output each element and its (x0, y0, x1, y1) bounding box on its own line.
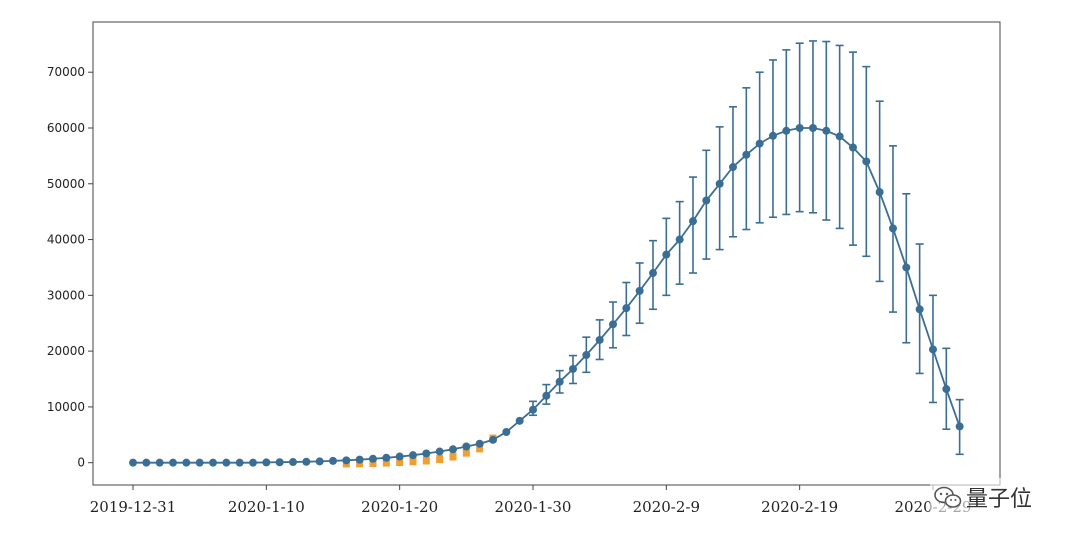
predicted-point (728, 163, 737, 172)
predicted-point (835, 132, 844, 141)
error-bar (715, 126, 724, 251)
observed-point (396, 458, 404, 467)
predicted-point (462, 442, 471, 451)
predicted-point (502, 428, 511, 437)
predicted-point (262, 458, 271, 467)
predicted-point (275, 458, 284, 467)
observed-point (476, 444, 484, 453)
predicted-point (315, 457, 324, 466)
predicted-point (928, 345, 937, 354)
predicted-point (248, 458, 257, 467)
predicted-point (368, 454, 377, 463)
predicted-point (688, 217, 697, 226)
predicted-point (782, 126, 791, 135)
predicted-point (435, 447, 444, 456)
error-bars (528, 40, 964, 456)
predicted-point (755, 139, 764, 148)
predicted-point (742, 150, 751, 159)
y-tick-label: 70000 (47, 65, 85, 79)
predicted-point (875, 188, 884, 197)
predicted-point (395, 452, 404, 461)
predicted-point (622, 304, 631, 313)
predicted-point (862, 157, 871, 166)
predicted-series (129, 123, 964, 467)
predicted-point (542, 391, 551, 400)
watermark-text: 量子位 (966, 487, 1032, 512)
observed-point (449, 452, 457, 461)
predicted-point (795, 123, 804, 132)
predicted-point (955, 422, 964, 431)
predicted-point (515, 416, 524, 425)
predicted-point (582, 351, 591, 360)
predicted-point (555, 377, 564, 386)
predicted-point (208, 458, 217, 467)
predicted-point (448, 445, 457, 454)
y-tick-label: 60000 (47, 121, 85, 135)
predicted-point (288, 458, 297, 467)
y-tick-label: 0 (77, 456, 85, 470)
predicted-point (222, 458, 231, 467)
predicted-point (662, 250, 671, 259)
error-bar (728, 105, 737, 238)
x-tick-label: 2019-12-31 (90, 498, 176, 516)
plot-area-frame (92, 21, 1001, 486)
predicted-point (902, 263, 911, 272)
predicted-point (182, 458, 191, 467)
y-axis: 0 10000 20000 30000 40000 50000 60000 70000 (47, 65, 93, 470)
predicted-point (168, 458, 177, 467)
observed-point (422, 456, 430, 465)
predicted-point (195, 458, 204, 467)
y-tick-label: 50000 (47, 177, 85, 191)
predicted-point (475, 439, 484, 448)
y-tick-label: 20000 (47, 344, 85, 358)
predicted-point (595, 335, 604, 344)
x-tick-label: 2020-2-9 (633, 498, 700, 516)
y-tick-label: 10000 (47, 400, 85, 414)
predicted-point (648, 269, 657, 278)
predicted-point (768, 131, 777, 140)
x-tick-label: 2020-1-10 (228, 498, 305, 516)
x-tick-label: 2020-2-19 (761, 498, 838, 516)
wechat-icon (934, 486, 962, 508)
predicted-point (422, 449, 431, 458)
predicted-point (608, 320, 617, 329)
predicted-point (675, 235, 684, 244)
predicted-point (328, 456, 337, 465)
x-tick-label: 2020-1-20 (361, 498, 438, 516)
predicted-point (302, 457, 311, 466)
error-bar (702, 149, 711, 260)
predicted-point (568, 364, 577, 373)
predicted-point (702, 196, 711, 205)
predicted-point (915, 305, 924, 314)
watermark: 量子位 (930, 478, 1048, 518)
x-tick-label: 2020-1-30 (495, 498, 572, 516)
predicted-point (342, 456, 351, 465)
predicted-point (808, 123, 817, 132)
observed-point (369, 459, 377, 468)
predicted-point (715, 179, 724, 188)
observed-point (409, 457, 417, 466)
predicted-point (235, 458, 244, 467)
predicted-point (129, 458, 137, 467)
predicted-point (635, 286, 644, 295)
predicted-point (488, 435, 497, 444)
predicted-point (408, 451, 417, 460)
predicted-point (888, 224, 897, 233)
predicted-point (382, 453, 391, 462)
predicted-point (155, 458, 164, 467)
predicted-point (355, 455, 364, 464)
observed-point (436, 455, 444, 464)
observed-point (462, 448, 470, 457)
predicted-point (822, 126, 831, 135)
x-axis: 2019-12-31 2020-1-10 2020-1-20 2020-1-30 202… (90, 485, 971, 516)
y-tick-label: 40000 (47, 233, 85, 247)
y-tick-label: 30000 (47, 288, 85, 302)
observed-point (382, 458, 390, 467)
predicted-point (848, 143, 857, 152)
predicted-point (528, 405, 537, 414)
predicted-point (942, 385, 951, 394)
predicted-point (142, 458, 151, 467)
